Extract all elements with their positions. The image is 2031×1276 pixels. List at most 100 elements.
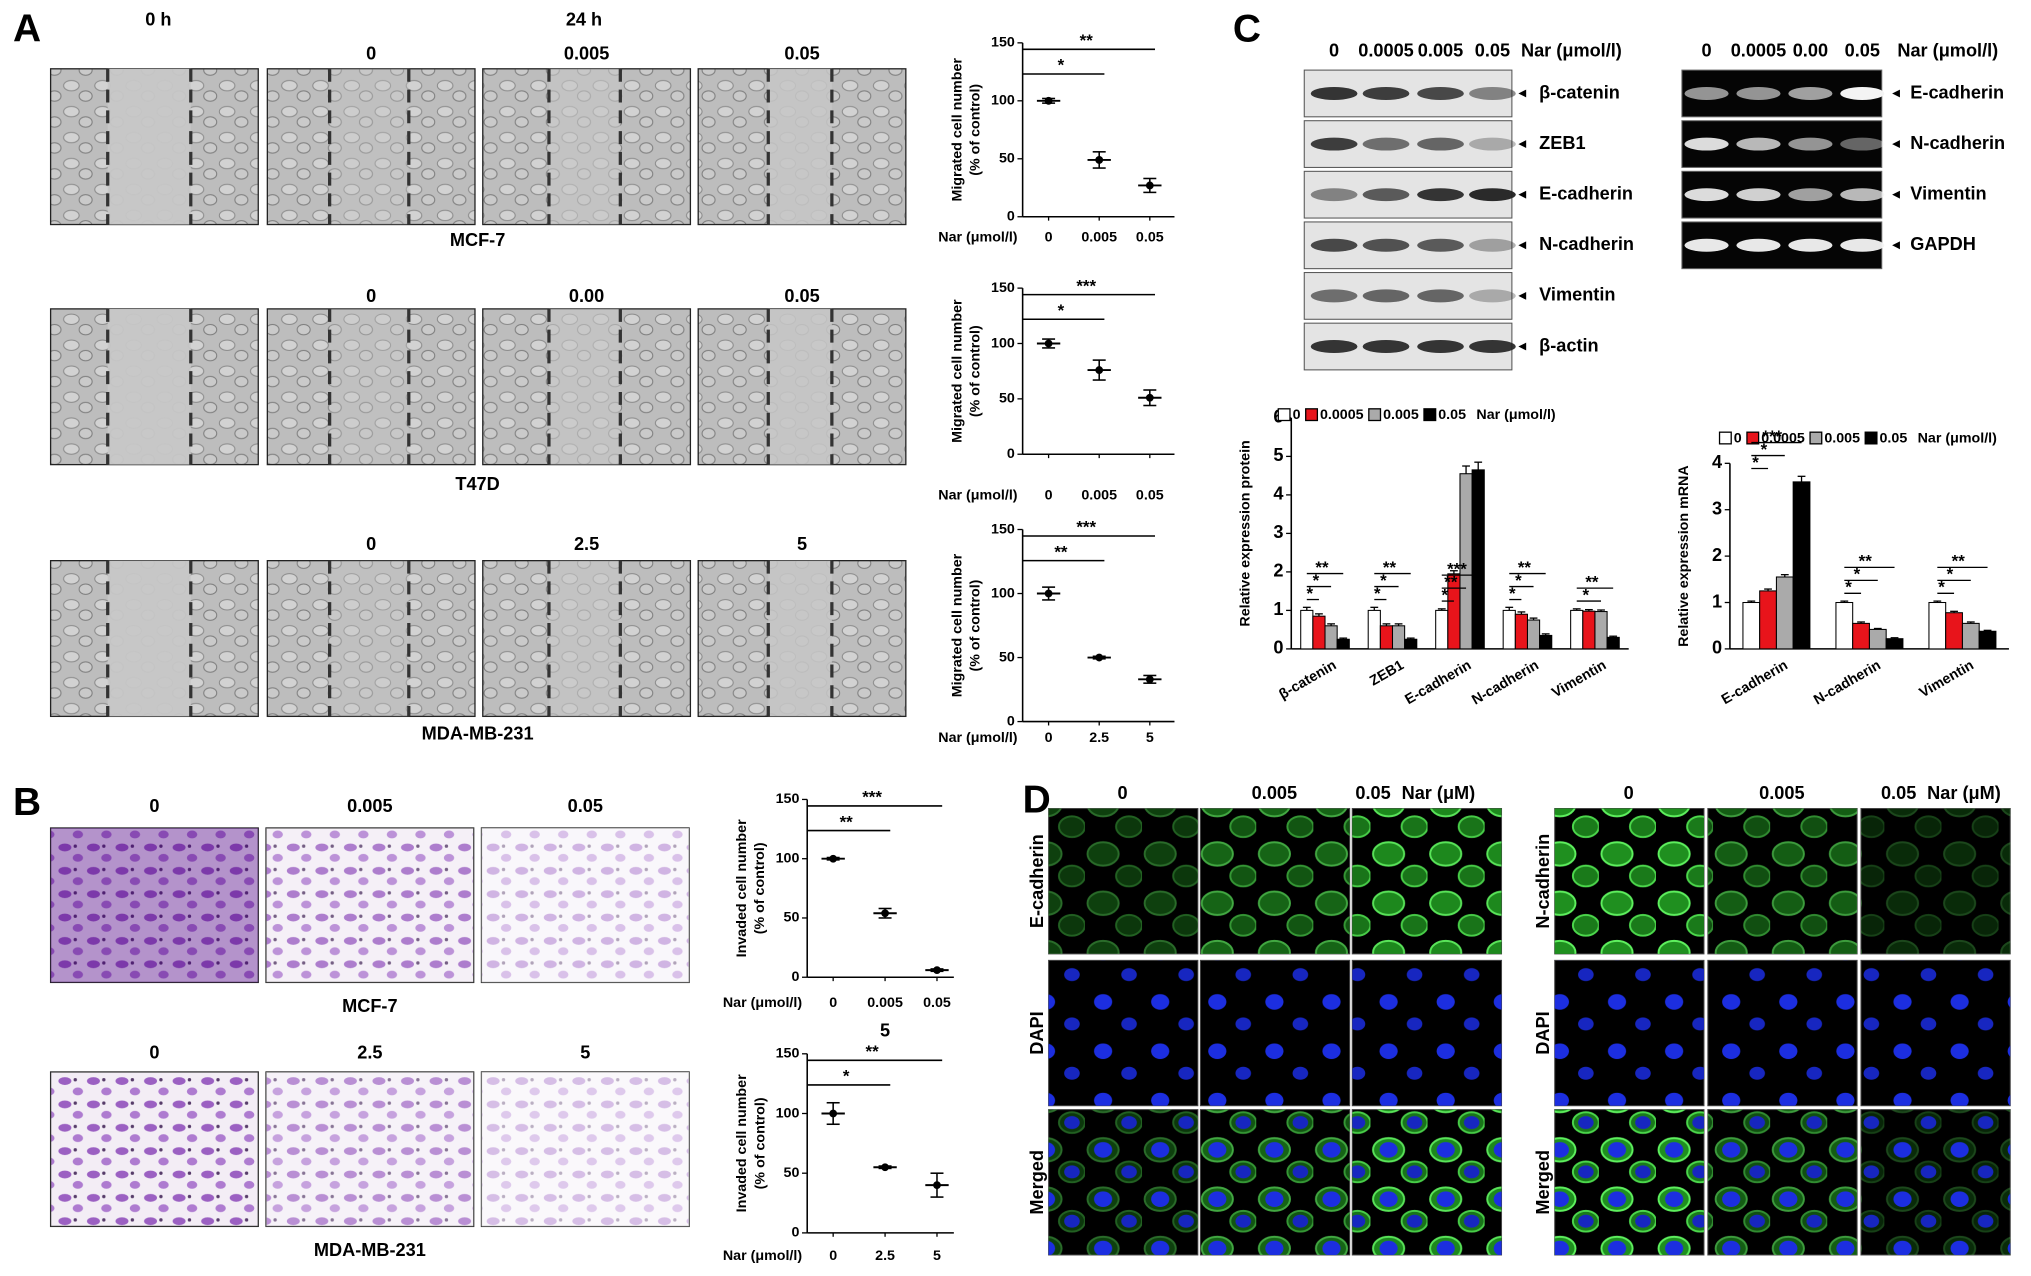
significance-label: ** — [1518, 558, 1532, 577]
data-point — [933, 966, 941, 975]
blot-band — [1310, 86, 1358, 100]
y-tick-label: 100 — [991, 335, 1015, 351]
dose-label: 0.005 — [564, 43, 609, 63]
panel-label: D — [1023, 778, 1051, 821]
significance-label: * — [1515, 571, 1522, 590]
significance-label: ** — [840, 812, 854, 831]
blue-channel — [1554, 960, 1704, 1106]
blot-band — [1310, 289, 1358, 303]
dose-label: 0.05 — [784, 43, 819, 63]
x-tick-label: 0 — [1045, 488, 1053, 504]
significance-label: *** — [862, 788, 882, 807]
significance-label: * — [1854, 565, 1861, 584]
x-tick-label: 0.005 — [1081, 488, 1117, 504]
dose-label: 0.00 — [569, 286, 604, 306]
data-point — [933, 1181, 941, 1190]
significance-label: * — [1307, 584, 1314, 603]
significance-label: * — [1761, 440, 1768, 459]
legend-swatch — [1368, 408, 1382, 422]
y-tick-label: 150 — [776, 791, 800, 807]
significance-label: ** — [1383, 558, 1397, 577]
density-overlay — [50, 827, 259, 983]
bar — [1978, 630, 1997, 650]
gel-band — [1736, 86, 1781, 100]
lane-label: 0.00 — [1793, 41, 1828, 61]
micrograph — [49, 827, 259, 984]
data-point — [1145, 675, 1154, 684]
dose-label: 5 — [797, 534, 807, 554]
y-axis-label: Invaded cell number — [734, 819, 750, 957]
pointer — [1892, 140, 1900, 148]
gel-band — [1736, 188, 1781, 202]
pointer — [1518, 190, 1527, 199]
y-axis-label: (% of control) — [968, 325, 984, 417]
legend-swatch — [1718, 431, 1732, 445]
y-tick-label: 100 — [991, 585, 1015, 601]
bar — [1868, 628, 1887, 650]
y-tick-label: 0 — [791, 969, 799, 985]
x-tick-label: 0 — [829, 1248, 837, 1264]
data-point — [1095, 366, 1104, 374]
dose-label: 0 — [1118, 783, 1128, 803]
legend-label: 0.05 — [1438, 407, 1466, 423]
bar — [1471, 469, 1485, 650]
cell-line-label: MCF-7 — [342, 996, 397, 1016]
density-overlay — [481, 1071, 690, 1227]
bar — [1961, 622, 1980, 650]
legend-swatch — [1746, 431, 1760, 445]
x-tick-label: 2.5 — [1089, 730, 1109, 746]
bar — [1514, 613, 1528, 650]
bar — [1885, 638, 1904, 650]
blue-channel — [1707, 960, 1858, 1106]
blue-channel — [1352, 960, 1502, 1106]
y-tick-label: 50 — [999, 649, 1015, 665]
legend-swatch — [1305, 408, 1319, 422]
y-tick-label: 0 — [791, 1225, 799, 1241]
x-tick-label: 0.005 — [1081, 229, 1117, 245]
blue-channel — [1200, 960, 1350, 1106]
x-tick-label: 0.05 — [1136, 229, 1164, 245]
x-tick-label: ZEB1 — [1367, 657, 1407, 689]
wound-gap — [329, 68, 409, 225]
density-overlay — [266, 1071, 474, 1227]
pointer — [1518, 292, 1527, 300]
blot-band — [1417, 188, 1464, 202]
panel-label: C — [1233, 7, 1261, 50]
micrograph — [266, 68, 476, 226]
significance-label: ** — [1859, 552, 1873, 571]
micrograph — [266, 308, 476, 466]
wound-gap — [548, 560, 621, 717]
pointer — [1892, 190, 1900, 199]
x-tick-label: E-cadherin — [1402, 657, 1474, 708]
y-tick-label: 50 — [999, 391, 1015, 407]
x-tick-label: 0.005 — [867, 995, 903, 1011]
band-label: β-actin — [1539, 335, 1599, 355]
significance-label: * — [1938, 578, 1945, 597]
y-tick-label: 150 — [991, 35, 1015, 51]
blot-band — [1417, 289, 1464, 303]
lane-label: 0.05 — [1845, 41, 1880, 61]
pointer — [1892, 89, 1900, 98]
blot-band — [1417, 86, 1464, 100]
x-axis-label: Nar (μmol/l) — [938, 229, 1018, 245]
bar — [1300, 609, 1314, 650]
significance-label: ** — [1315, 558, 1329, 577]
x-tick-label: Vimentin — [1917, 657, 1977, 701]
y-axis-label: Migrated cell number — [950, 58, 966, 202]
x-tick-label: β-catenin — [1276, 657, 1339, 703]
wound-gap — [329, 560, 409, 717]
y-tick-label: 2 — [1712, 545, 1722, 565]
cell-line-label: T47D — [455, 474, 499, 494]
blot-band — [1417, 137, 1464, 151]
x-axis-label: Nar (μmol/l) — [938, 488, 1018, 504]
blue-channel — [1707, 1109, 1858, 1255]
row-label: Merged — [1027, 1150, 1047, 1215]
legend-label: 0 — [1293, 407, 1301, 423]
x-tick-label: 5 — [933, 1248, 941, 1264]
band-label: ZEB1 — [1539, 133, 1585, 153]
significance-label: *** — [1076, 276, 1096, 295]
lane-label: 0.0005 — [1731, 41, 1787, 61]
dose-label: 2.5 — [357, 1043, 382, 1063]
y-tick-label: 1 — [1712, 591, 1722, 611]
